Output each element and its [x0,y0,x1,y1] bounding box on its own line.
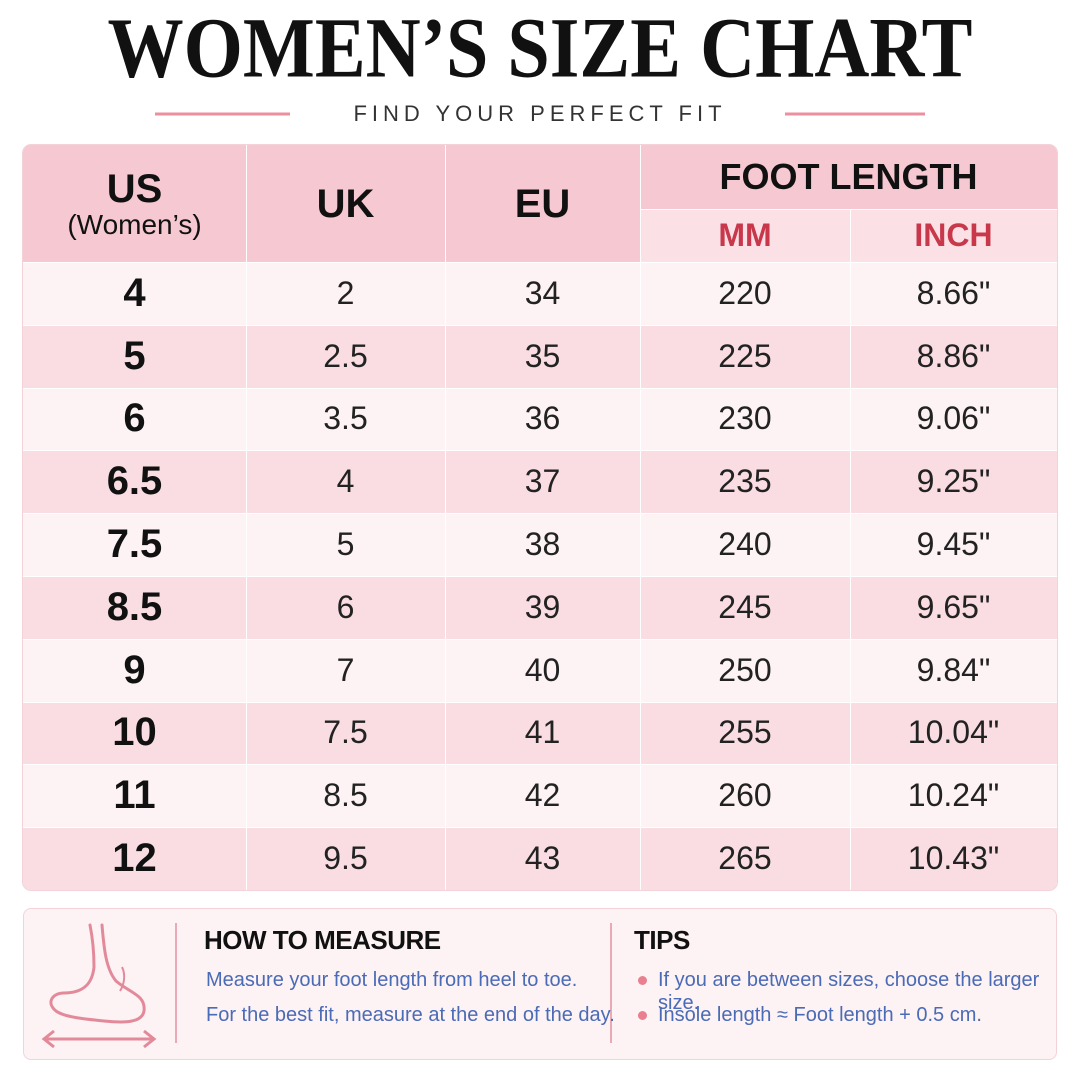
subheader-row [640,209,1057,262]
table-cell: 42 [524,777,561,814]
table-cell: 230 [718,400,772,437]
table-cell: 43 [524,840,561,877]
table-cell: 37 [524,463,561,500]
table-cell: 12 [112,836,157,881]
table-row [23,262,1057,325]
table-cell: 34 [524,274,561,311]
bullet [638,976,647,985]
table-cell: 8.86" [916,337,991,374]
table-cell: 6 [123,396,146,441]
table-cell: 7 [336,651,355,688]
table-cell: 9.06" [916,400,991,437]
table-cell: 3.5 [323,400,368,437]
table-cell: 2 [336,274,355,311]
table-cell: 10 [112,710,157,755]
table-cell: 220 [718,274,772,311]
divider [610,923,612,1043]
table-cell: 6 [336,588,355,625]
table-cell: 9.45" [916,526,991,563]
foot-icon [41,923,157,1049]
table-cell: 245 [718,588,772,625]
header-divider [640,209,1057,210]
table-cell: 2.5 [323,337,368,374]
table-cell: 8.5 [323,777,368,814]
table-cell: 10.43" [907,840,1000,877]
table-row [23,513,1057,576]
table-cell: 8.66" [916,274,991,311]
table-cell: 38 [524,526,561,563]
table-row [23,324,1057,388]
info-box: HOW TO MEASURE Measure your foot length … [23,908,1057,1060]
table-cell: 7.5 [323,714,368,751]
table-cell: 41 [524,714,561,751]
table-cell: 9.65" [916,588,991,625]
bullet [638,1011,647,1020]
table-row [23,638,1057,702]
header-cell: UK [316,181,375,226]
column-divider [640,145,641,890]
table-row [23,827,1057,890]
table-cell: 5 [123,333,146,378]
header-cell: INCH [914,217,993,253]
size-table: US (Women’s) UK EU FOOT LENGTH MM INCH 4… [23,145,1057,890]
table-cell: 235 [718,463,772,500]
table-row [23,450,1057,514]
table-cell: 255 [718,714,772,751]
table-row [23,576,1057,639]
table-cell: 250 [718,651,772,688]
table-cell: 225 [718,337,772,374]
table-cell: 6.5 [106,459,163,504]
table-cell: 8.5 [106,584,163,629]
table-cell: 7.5 [106,522,163,567]
table-cell: 36 [524,400,561,437]
table-cell: 265 [718,840,772,877]
header-cell: EU [514,181,571,226]
column-divider [445,145,446,890]
header: WOMEN’S SIZE CHART FIND YOUR PERFECT FIT [108,0,973,126]
table-cell: 260 [718,777,772,814]
section-title: HOW TO MEASURE [204,925,441,955]
header-text: US [106,166,163,211]
instruction: Measure your foot length from heel to to… [206,969,578,991]
divider [175,923,177,1043]
title: WOMEN’S SIZE CHART [108,0,973,96]
table-cell: 9.5 [323,840,368,877]
instruction: For the best fit, measure at the end of … [206,1004,615,1026]
section-title: TIPS [634,925,690,955]
subtitle: FIND YOUR PERFECT FIT [353,101,726,126]
table-row [23,764,1057,828]
table-cell: 35 [524,337,561,374]
header-cell: US (Women’s) [23,145,246,262]
tip: Insole length ≈ Foot length + 0.5 cm. [658,1004,982,1026]
table-cell: 5 [336,526,355,563]
header-cell: FOOT LENGTH [719,156,978,198]
header-note: (Women’s) [67,208,202,240]
table-row [23,701,1057,765]
table-cell: 10.04" [907,714,1000,751]
table-cell: 11 [113,773,156,818]
column-divider [850,209,851,890]
table-cell: 39 [524,588,561,625]
table-cell: 10.24" [907,777,1000,814]
column-divider [246,145,247,890]
tip: If you are between sizes, choose the lar… [658,969,1040,1014]
header-cell: MM [718,217,772,253]
table-cell: 240 [718,526,772,563]
table-cell: 9.84" [916,651,991,688]
table-cell: 40 [524,651,561,688]
table-cell: 4 [336,463,355,500]
table-cell: 4 [123,270,146,315]
table-row [23,387,1057,451]
table-cell: 9 [123,647,146,692]
table-cell: 9.25" [916,463,991,500]
